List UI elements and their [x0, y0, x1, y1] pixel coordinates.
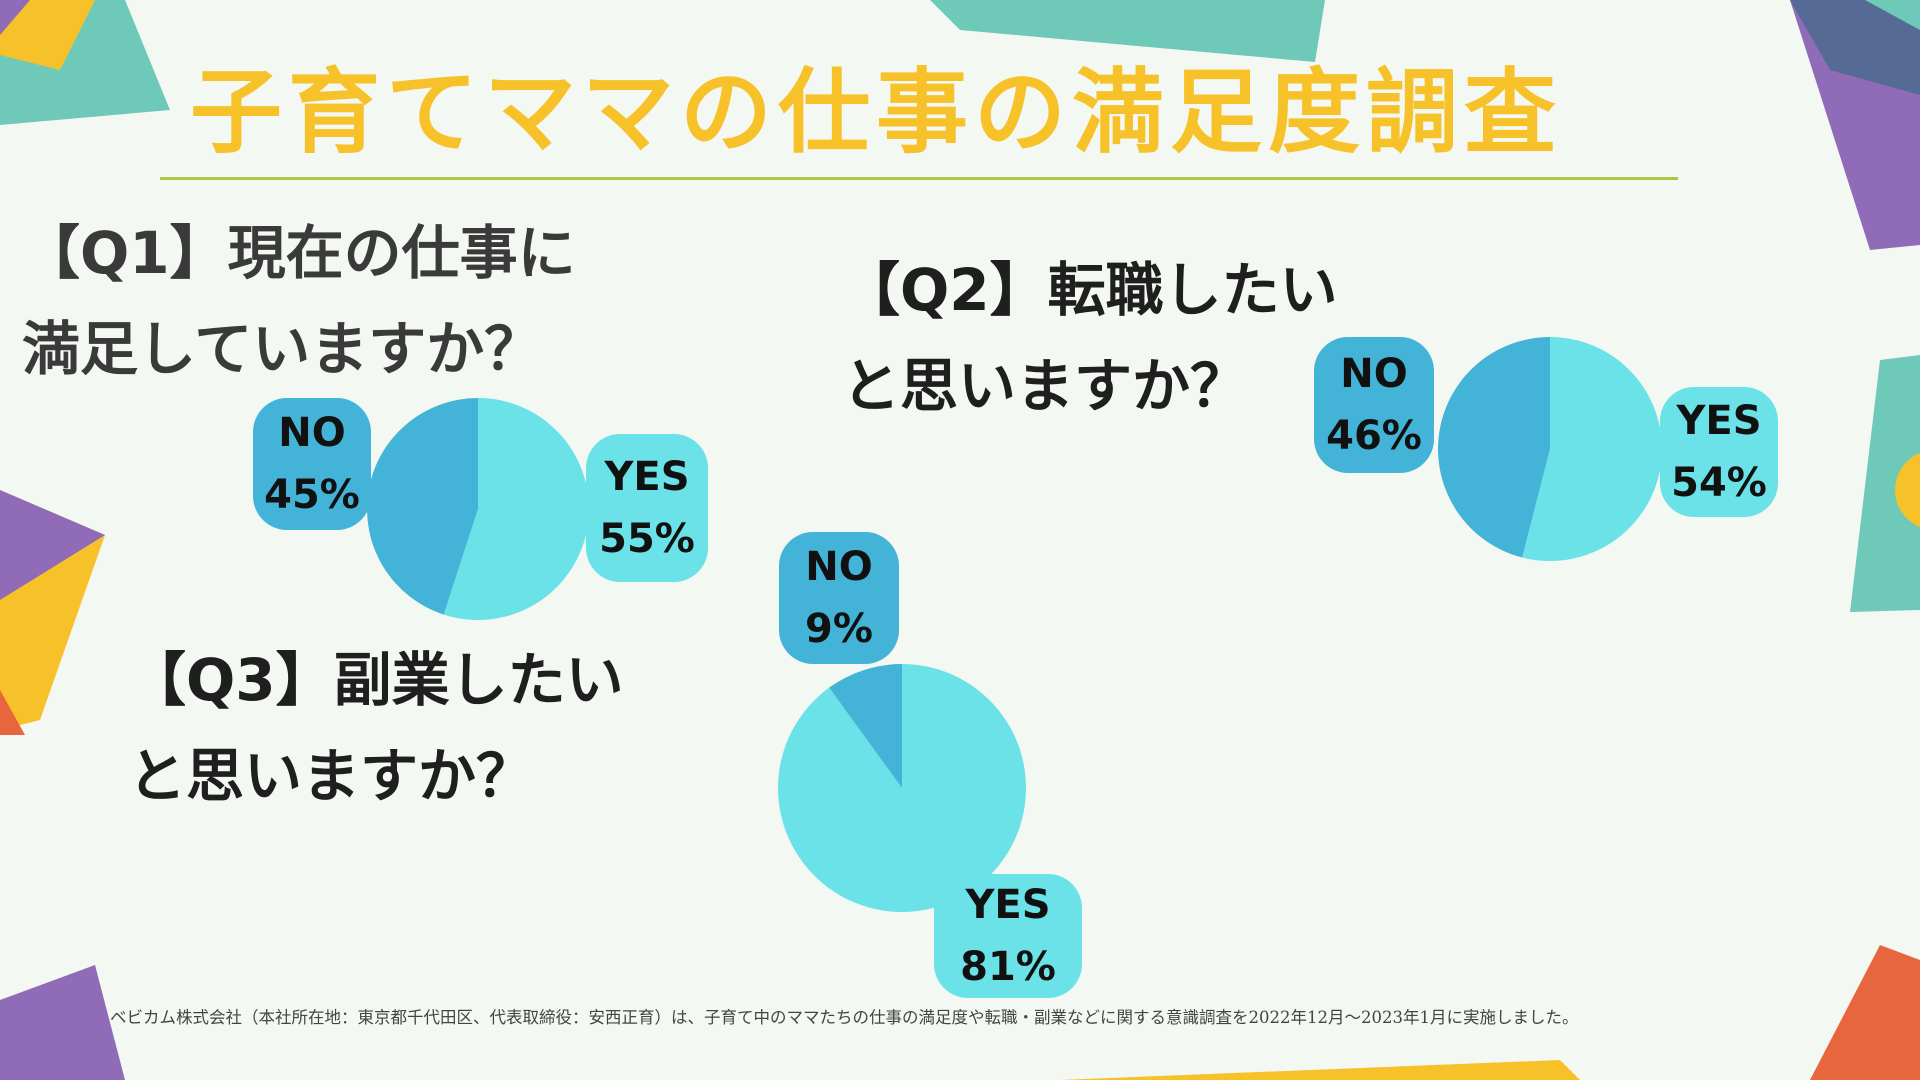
q1-no-value: 45% — [264, 472, 360, 518]
q2-no-label: NO 46% — [1314, 337, 1434, 473]
title-underline — [160, 177, 1678, 180]
survey-footnote: ベビカム株式会社（本社所在地：東京都千代田区、代表取締役：安西正育）は、子育て中… — [110, 1008, 1579, 1027]
q1-no-name: NO — [278, 410, 346, 456]
q2-yes-label: YES 54% — [1660, 387, 1778, 517]
question-2-line-2: と思いますか？ — [842, 352, 1249, 420]
q3-yes-name: YES — [965, 882, 1051, 928]
question-1-line-1: 【Q1】現在の仕事に — [22, 219, 576, 287]
question-1-line-2: 満足していますか？ — [22, 315, 543, 383]
q1-yes-slice — [443, 398, 589, 620]
question-3-line-2: と思いますか？ — [128, 742, 535, 810]
q1-pie-chart — [367, 398, 589, 620]
page-title: 子育てママの仕事の満足度調査 — [190, 59, 1563, 166]
q3-yes-label: YES 81% — [934, 874, 1082, 998]
q3-no-name: NO — [805, 544, 873, 590]
q1-yes-value: 55% — [599, 516, 695, 562]
q1-yes-label: YES 55% — [586, 434, 708, 582]
q2-no-slice — [1438, 337, 1550, 558]
q2-no-value: 46% — [1326, 413, 1422, 459]
q1-yes-name: YES — [604, 454, 690, 500]
question-2-line-1: 【Q2】転職したい — [842, 256, 1338, 324]
q2-yes-slice — [1522, 337, 1662, 561]
q1-no-slice — [367, 398, 478, 615]
q2-yes-name: YES — [1676, 398, 1762, 444]
q2-yes-value: 54% — [1671, 460, 1767, 506]
q2-pie-chart — [1438, 337, 1662, 561]
q3-yes-value: 81% — [960, 944, 1056, 990]
question-3-line-1: 【Q3】副業したい — [128, 646, 624, 714]
question-2: 【Q2】転職したい と思いますか？ — [842, 242, 1338, 434]
q3-no-value: 9% — [805, 606, 873, 652]
q3-no-slice — [829, 664, 902, 788]
q3-pie-chart — [778, 664, 1026, 912]
question-3: 【Q3】副業したい と思いますか？ — [128, 632, 624, 824]
question-1: 【Q1】現在の仕事に 満足していますか？ — [22, 205, 576, 397]
q3-no-label: NO 9% — [779, 532, 899, 664]
q1-no-label: NO 45% — [253, 398, 371, 530]
q2-no-name: NO — [1340, 351, 1408, 397]
